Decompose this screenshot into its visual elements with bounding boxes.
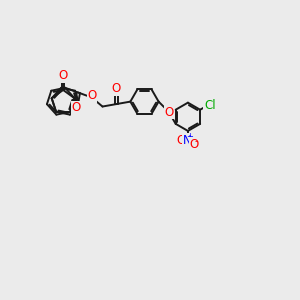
Text: O: O xyxy=(88,89,97,102)
Text: Cl: Cl xyxy=(204,99,216,112)
Text: +: + xyxy=(187,132,194,141)
Text: N: N xyxy=(183,134,192,147)
Text: O: O xyxy=(165,106,174,119)
Text: -: - xyxy=(195,136,199,146)
Text: O: O xyxy=(176,134,185,146)
Text: O: O xyxy=(189,138,198,151)
Text: O: O xyxy=(58,69,68,82)
Text: O: O xyxy=(71,101,81,114)
Text: O: O xyxy=(112,82,121,95)
